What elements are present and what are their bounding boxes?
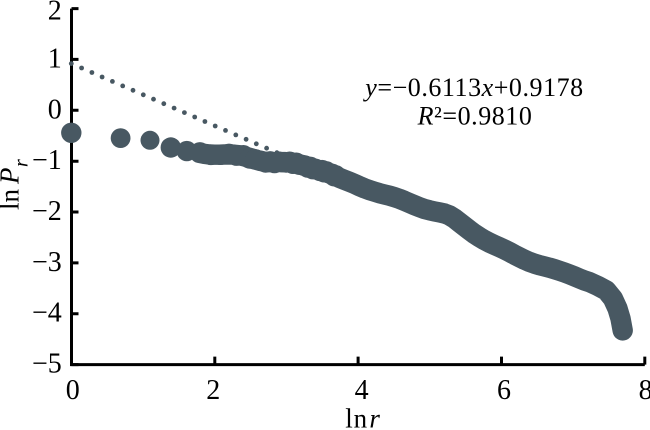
svg-text:0: 0 [66,375,80,406]
svg-text:2: 2 [206,375,220,406]
svg-text:−2: −2 [32,196,62,227]
svg-text:6: 6 [497,375,511,406]
svg-text:lnr: lnr [345,404,380,430]
svg-text:−3: −3 [32,247,62,278]
svg-text:0: 0 [48,94,62,125]
svg-text:R²=0.9810: R²=0.9810 [417,102,533,131]
svg-text:4: 4 [355,375,369,406]
svg-text:−4: −4 [32,298,62,329]
svg-text:2: 2 [48,0,62,26]
svg-text:−5: −5 [32,349,62,380]
svg-text:−1: −1 [32,145,62,176]
svg-text:y=−0.6113x+0.9178: y=−0.6113x+0.9178 [362,73,583,102]
svg-text:1: 1 [48,43,62,74]
svg-text:8: 8 [639,375,650,406]
